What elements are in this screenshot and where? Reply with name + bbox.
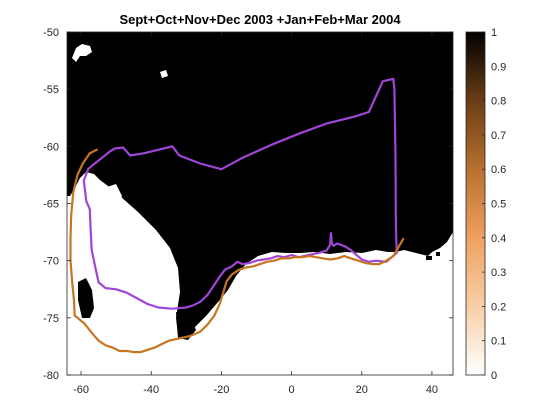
heatmap-dark-left-strip [78, 278, 94, 318]
colorbar-ticks: 0 0.1 0.2 0.3 0.4 0.5 0.6 0.7 0.8 0.9 1 [482, 27, 506, 382]
colorbar-tick-label: 0.2 [491, 301, 506, 313]
colorbar-tick-label: 0.5 [491, 199, 506, 211]
colorbar-tick-label: 0 [491, 370, 497, 382]
tracks-layer [69, 77, 405, 354]
colorbar-tick-label: 0.4 [491, 233, 506, 245]
y-tick-label: -55 [43, 84, 59, 96]
x-tick-label: -40 [143, 384, 159, 396]
y-tick-label: -60 [43, 141, 59, 153]
y-tick-label: -75 [43, 313, 59, 325]
heatmap-dark-bottom-patch [176, 312, 196, 340]
x-tick-label: -60 [73, 384, 89, 396]
heatmap-island-white [72, 44, 92, 62]
colorbar: 0 0.1 0.2 0.3 0.4 0.5 0.6 0.7 0.8 0.9 1 [465, 27, 506, 382]
heatmap-high-region [67, 32, 453, 338]
y-tick-label: -65 [43, 199, 59, 211]
heatmap-low-pocket [98, 184, 122, 212]
colorbar-tick-label: 0.1 [491, 336, 506, 348]
track-line-2 [69, 148, 405, 354]
x-tick-label: 0 [289, 384, 295, 396]
colorbar-tick-label: 1 [491, 27, 497, 39]
x-axis: -60 -40 -20 0 20 40 [73, 32, 438, 396]
colorbar-tick-label: 0.6 [491, 164, 506, 176]
y-tick-label: -70 [43, 256, 59, 268]
heatmap-speckle [426, 252, 440, 260]
x-tick-label: 40 [426, 384, 438, 396]
colorbar-tick-label: 0.9 [491, 61, 506, 73]
colorbar-tick-label: 0.7 [491, 130, 506, 142]
chart-title: Sept+Oct+Nov+Dec 2003 +Jan+Feb+Mar 2004 [119, 12, 401, 27]
heatmap-patch-white [160, 70, 168, 78]
track-line-1 [82, 77, 398, 310]
colorbar-tick-label: 0.3 [491, 267, 506, 279]
plot-area [67, 32, 453, 375]
y-tick-label: -80 [43, 370, 59, 382]
y-axis: -50 -55 -60 -65 -70 -75 -80 [43, 27, 453, 382]
x-tick-label: 20 [356, 384, 368, 396]
x-tick-label: -20 [213, 384, 229, 396]
colorbar-tick-label: 0.8 [491, 96, 506, 108]
y-tick-label: -50 [43, 27, 59, 39]
colorbar-gradient [466, 32, 485, 375]
